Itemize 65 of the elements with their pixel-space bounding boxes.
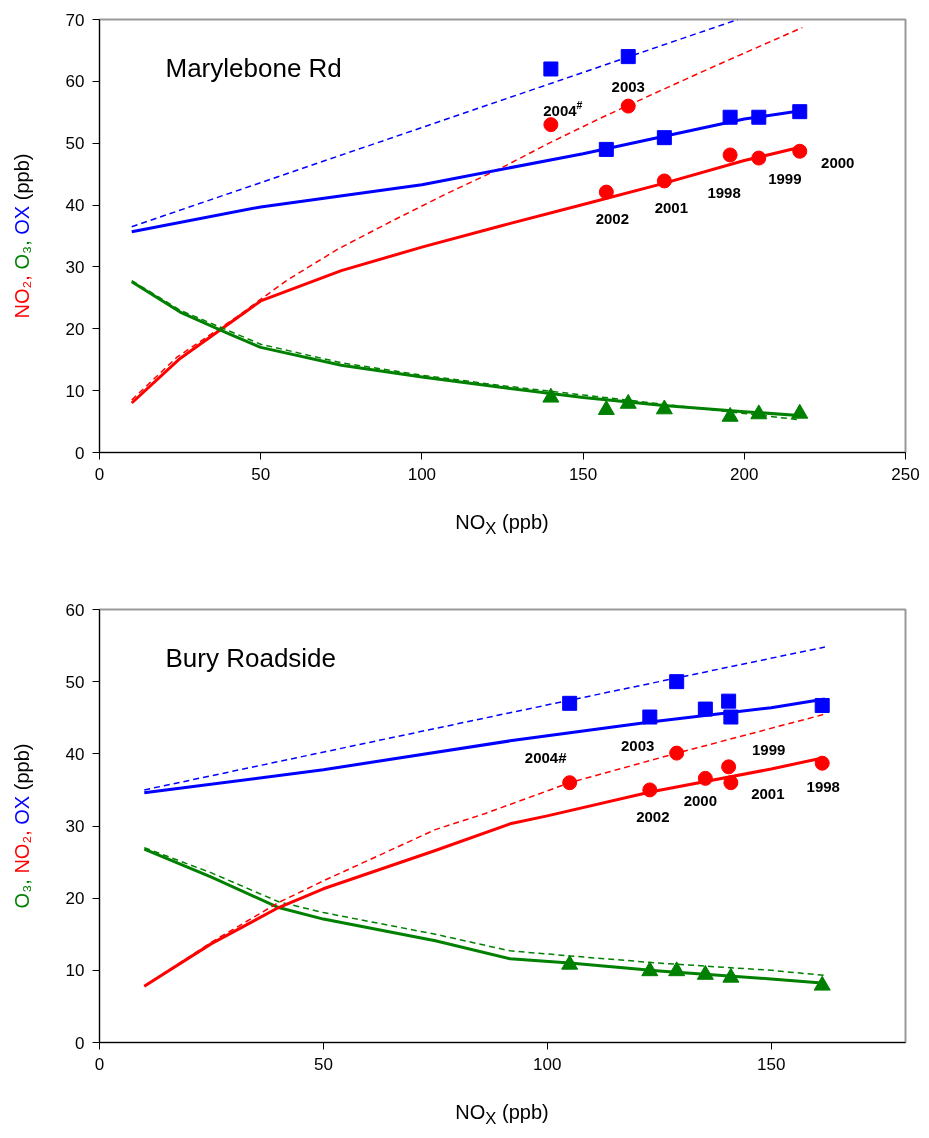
y-tick-label: 10 xyxy=(65,961,85,981)
point xyxy=(542,387,560,403)
point xyxy=(669,745,685,761)
point xyxy=(597,400,615,415)
x-tick-label: 0 xyxy=(94,1054,105,1074)
point xyxy=(543,61,559,77)
y-tick-label: 70 xyxy=(65,10,85,30)
point xyxy=(669,674,685,690)
point xyxy=(792,104,808,120)
point xyxy=(792,143,808,159)
x-tick-label: 200 xyxy=(730,464,759,484)
y-tick-label: 10 xyxy=(65,381,85,401)
annotation: 1999 xyxy=(768,170,802,188)
annotation: 2002 xyxy=(636,807,670,825)
annotation: 2004# xyxy=(524,749,568,767)
y-tick-label: 50 xyxy=(65,672,85,692)
x-tick-label: 50 xyxy=(251,464,271,484)
annotation: 2000 xyxy=(683,792,718,810)
y-tick-label: 40 xyxy=(65,744,85,764)
line-series xyxy=(130,26,804,401)
text: Bury Roadside xyxy=(165,642,337,673)
annotation: 2003 xyxy=(611,78,645,96)
y-tick-label: 60 xyxy=(65,72,85,92)
annotation: 2001 xyxy=(654,198,689,216)
point xyxy=(791,403,809,419)
y-tick-label: 30 xyxy=(65,257,85,277)
annotation: 2000 xyxy=(821,154,855,172)
x-tick-label: 250 xyxy=(891,464,920,484)
y-tick-label: 0 xyxy=(75,443,85,463)
x-axis-title: NO$_{X}$ (ppb) xyxy=(455,1101,549,1128)
annotation: 2004# xyxy=(543,98,583,119)
y-axis-title: NO₂, O₃, OX (ppb) xyxy=(10,153,33,318)
y-tick-label: 30 xyxy=(65,817,85,836)
annotation: 2001 xyxy=(751,784,785,802)
x-tick-label: 50 xyxy=(313,1054,333,1074)
x-tick-label: 100 xyxy=(533,1054,562,1074)
x-axis-title: NO$_{X}$ (ppb) xyxy=(455,511,549,538)
point xyxy=(723,709,739,725)
text: Marylebone Rd xyxy=(165,52,342,83)
y-tick-label: 40 xyxy=(65,196,85,216)
point xyxy=(562,775,578,791)
point xyxy=(722,147,738,163)
point xyxy=(721,759,737,775)
point xyxy=(813,975,831,991)
point xyxy=(620,49,636,65)
y-axis-title: O₃, NO₂, OX (ppb) xyxy=(10,743,33,908)
y-tick-label: 20 xyxy=(65,889,85,909)
x-tick-label: 150 xyxy=(568,464,598,484)
y-tick-label: 60 xyxy=(65,600,85,620)
y-tick-label: 20 xyxy=(65,319,85,339)
point xyxy=(620,98,636,114)
annotation: 1998 xyxy=(806,778,840,796)
x-tick-label: 0 xyxy=(94,464,105,484)
annotation: 2002 xyxy=(595,210,630,228)
y-tick-label: 0 xyxy=(75,1033,85,1053)
point xyxy=(721,693,737,709)
point xyxy=(543,117,559,133)
annotation: 1999 xyxy=(751,740,786,758)
x-tick-label: 150 xyxy=(756,1054,786,1074)
point xyxy=(562,695,578,711)
annotation: 2003 xyxy=(621,737,655,755)
point xyxy=(721,406,739,422)
x-tick-label: 100 xyxy=(407,464,437,484)
y-tick-label: 50 xyxy=(65,134,85,154)
annotation: 1998 xyxy=(707,183,741,201)
